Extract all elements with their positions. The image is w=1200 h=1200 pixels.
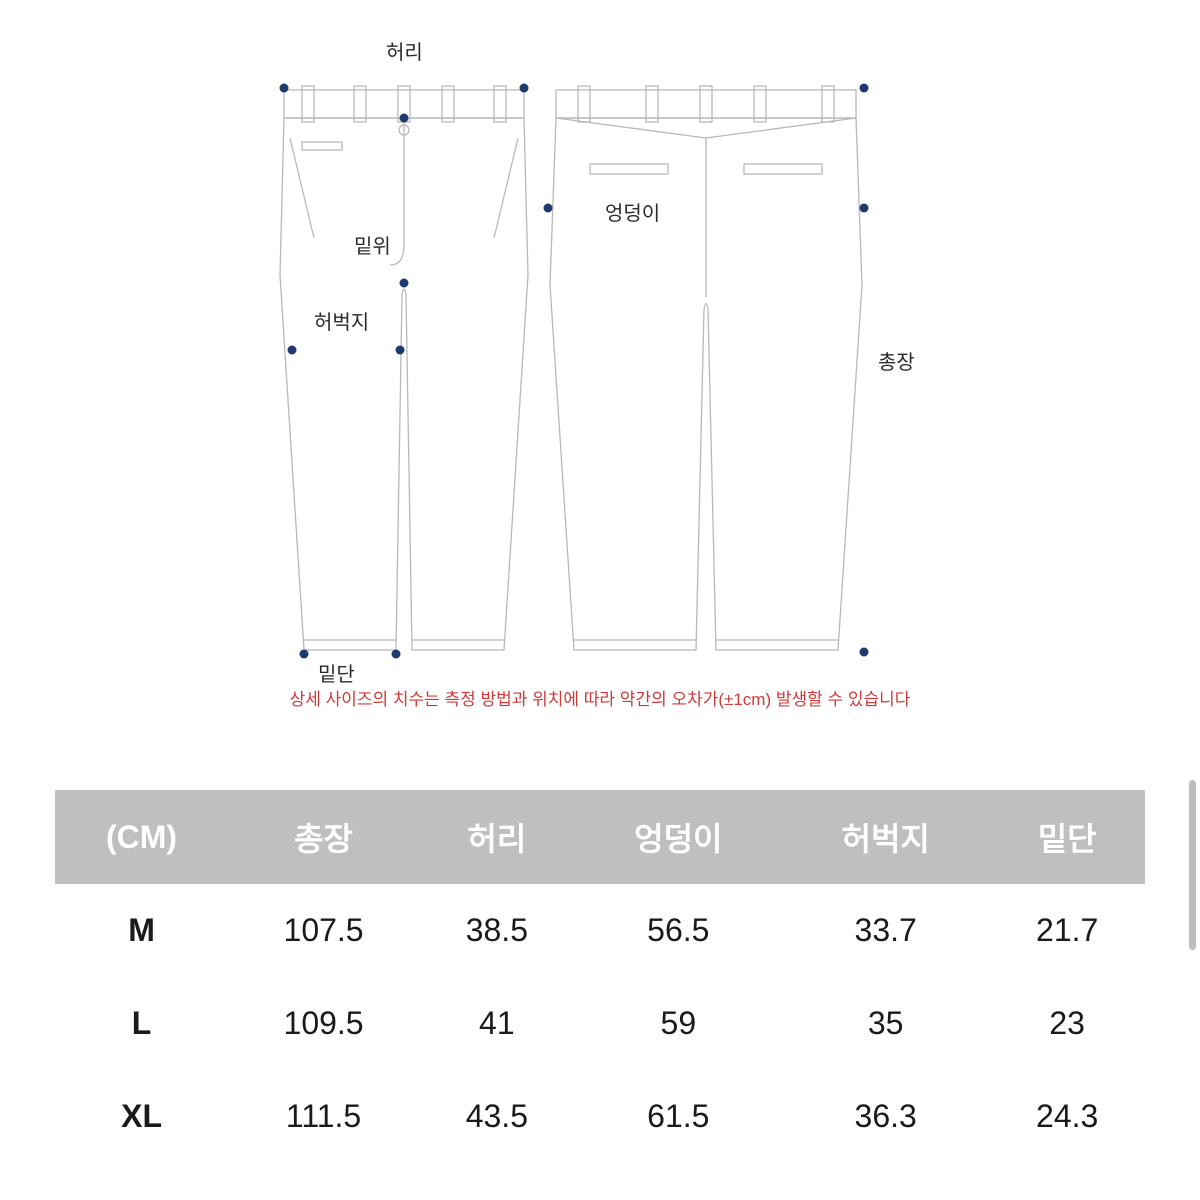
table-row: L109.541593523 <box>55 977 1145 1070</box>
table-header-cell: 엉덩이 <box>575 790 782 884</box>
table-header-cell: 밑단 <box>989 790 1145 884</box>
pants-measurement-diagram: 허리 밑위 허벅지 밑단 엉덩이 총장 <box>0 30 1200 670</box>
table-cell: 21.7 <box>989 884 1145 977</box>
label-length: 총장 <box>878 346 915 375</box>
table-cell: 61.5 <box>575 1070 782 1163</box>
scrollbar-thumb[interactable] <box>1189 780 1196 950</box>
table-cell: 56.5 <box>575 884 782 977</box>
table-header-cell: 허리 <box>419 790 575 884</box>
table-cell: 41 <box>419 977 575 1070</box>
label-waist: 허리 <box>386 36 423 65</box>
table-cell: L <box>55 977 228 1070</box>
table-cell: 33.7 <box>782 884 989 977</box>
table-cell: 35 <box>782 977 989 1070</box>
label-thigh: 허벅지 <box>314 306 369 335</box>
table-cell: M <box>55 884 228 977</box>
table-cell: 23 <box>989 977 1145 1070</box>
table-cell: 43.5 <box>419 1070 575 1163</box>
size-chart-table: (CM)총장허리엉덩이허벅지밑단 M107.538.556.533.721.7L… <box>55 790 1145 1163</box>
label-hem: 밑단 <box>318 658 355 687</box>
table-cell: 59 <box>575 977 782 1070</box>
table-header-cell: (CM) <box>55 790 228 884</box>
table-cell: XL <box>55 1070 228 1163</box>
table-row: M107.538.556.533.721.7 <box>55 884 1145 977</box>
table-cell: 24.3 <box>989 1070 1145 1163</box>
label-rise: 밑위 <box>354 230 391 259</box>
table-header-cell: 총장 <box>228 790 419 884</box>
measurement-disclaimer: 상세 사이즈의 치수는 측정 방법과 위치에 따라 약간의 오차가(±1cm) … <box>0 685 1200 710</box>
table-cell: 109.5 <box>228 977 419 1070</box>
table-cell: 36.3 <box>782 1070 989 1163</box>
pants-svg <box>0 30 1200 670</box>
label-hip: 엉덩이 <box>605 197 660 226</box>
table-row: XL111.543.561.536.324.3 <box>55 1070 1145 1163</box>
table-cell: 38.5 <box>419 884 575 977</box>
table-cell: 111.5 <box>228 1070 419 1163</box>
table-cell: 107.5 <box>228 884 419 977</box>
table-header-cell: 허벅지 <box>782 790 989 884</box>
